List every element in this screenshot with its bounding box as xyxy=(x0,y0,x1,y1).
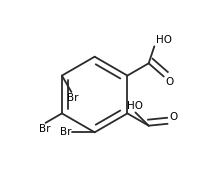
Text: O: O xyxy=(166,77,174,88)
Text: Br: Br xyxy=(39,124,50,134)
Text: HO: HO xyxy=(156,35,172,45)
Text: O: O xyxy=(169,112,178,122)
Text: HO: HO xyxy=(127,101,144,111)
Text: Br: Br xyxy=(67,93,78,103)
Text: Br: Br xyxy=(60,127,71,137)
